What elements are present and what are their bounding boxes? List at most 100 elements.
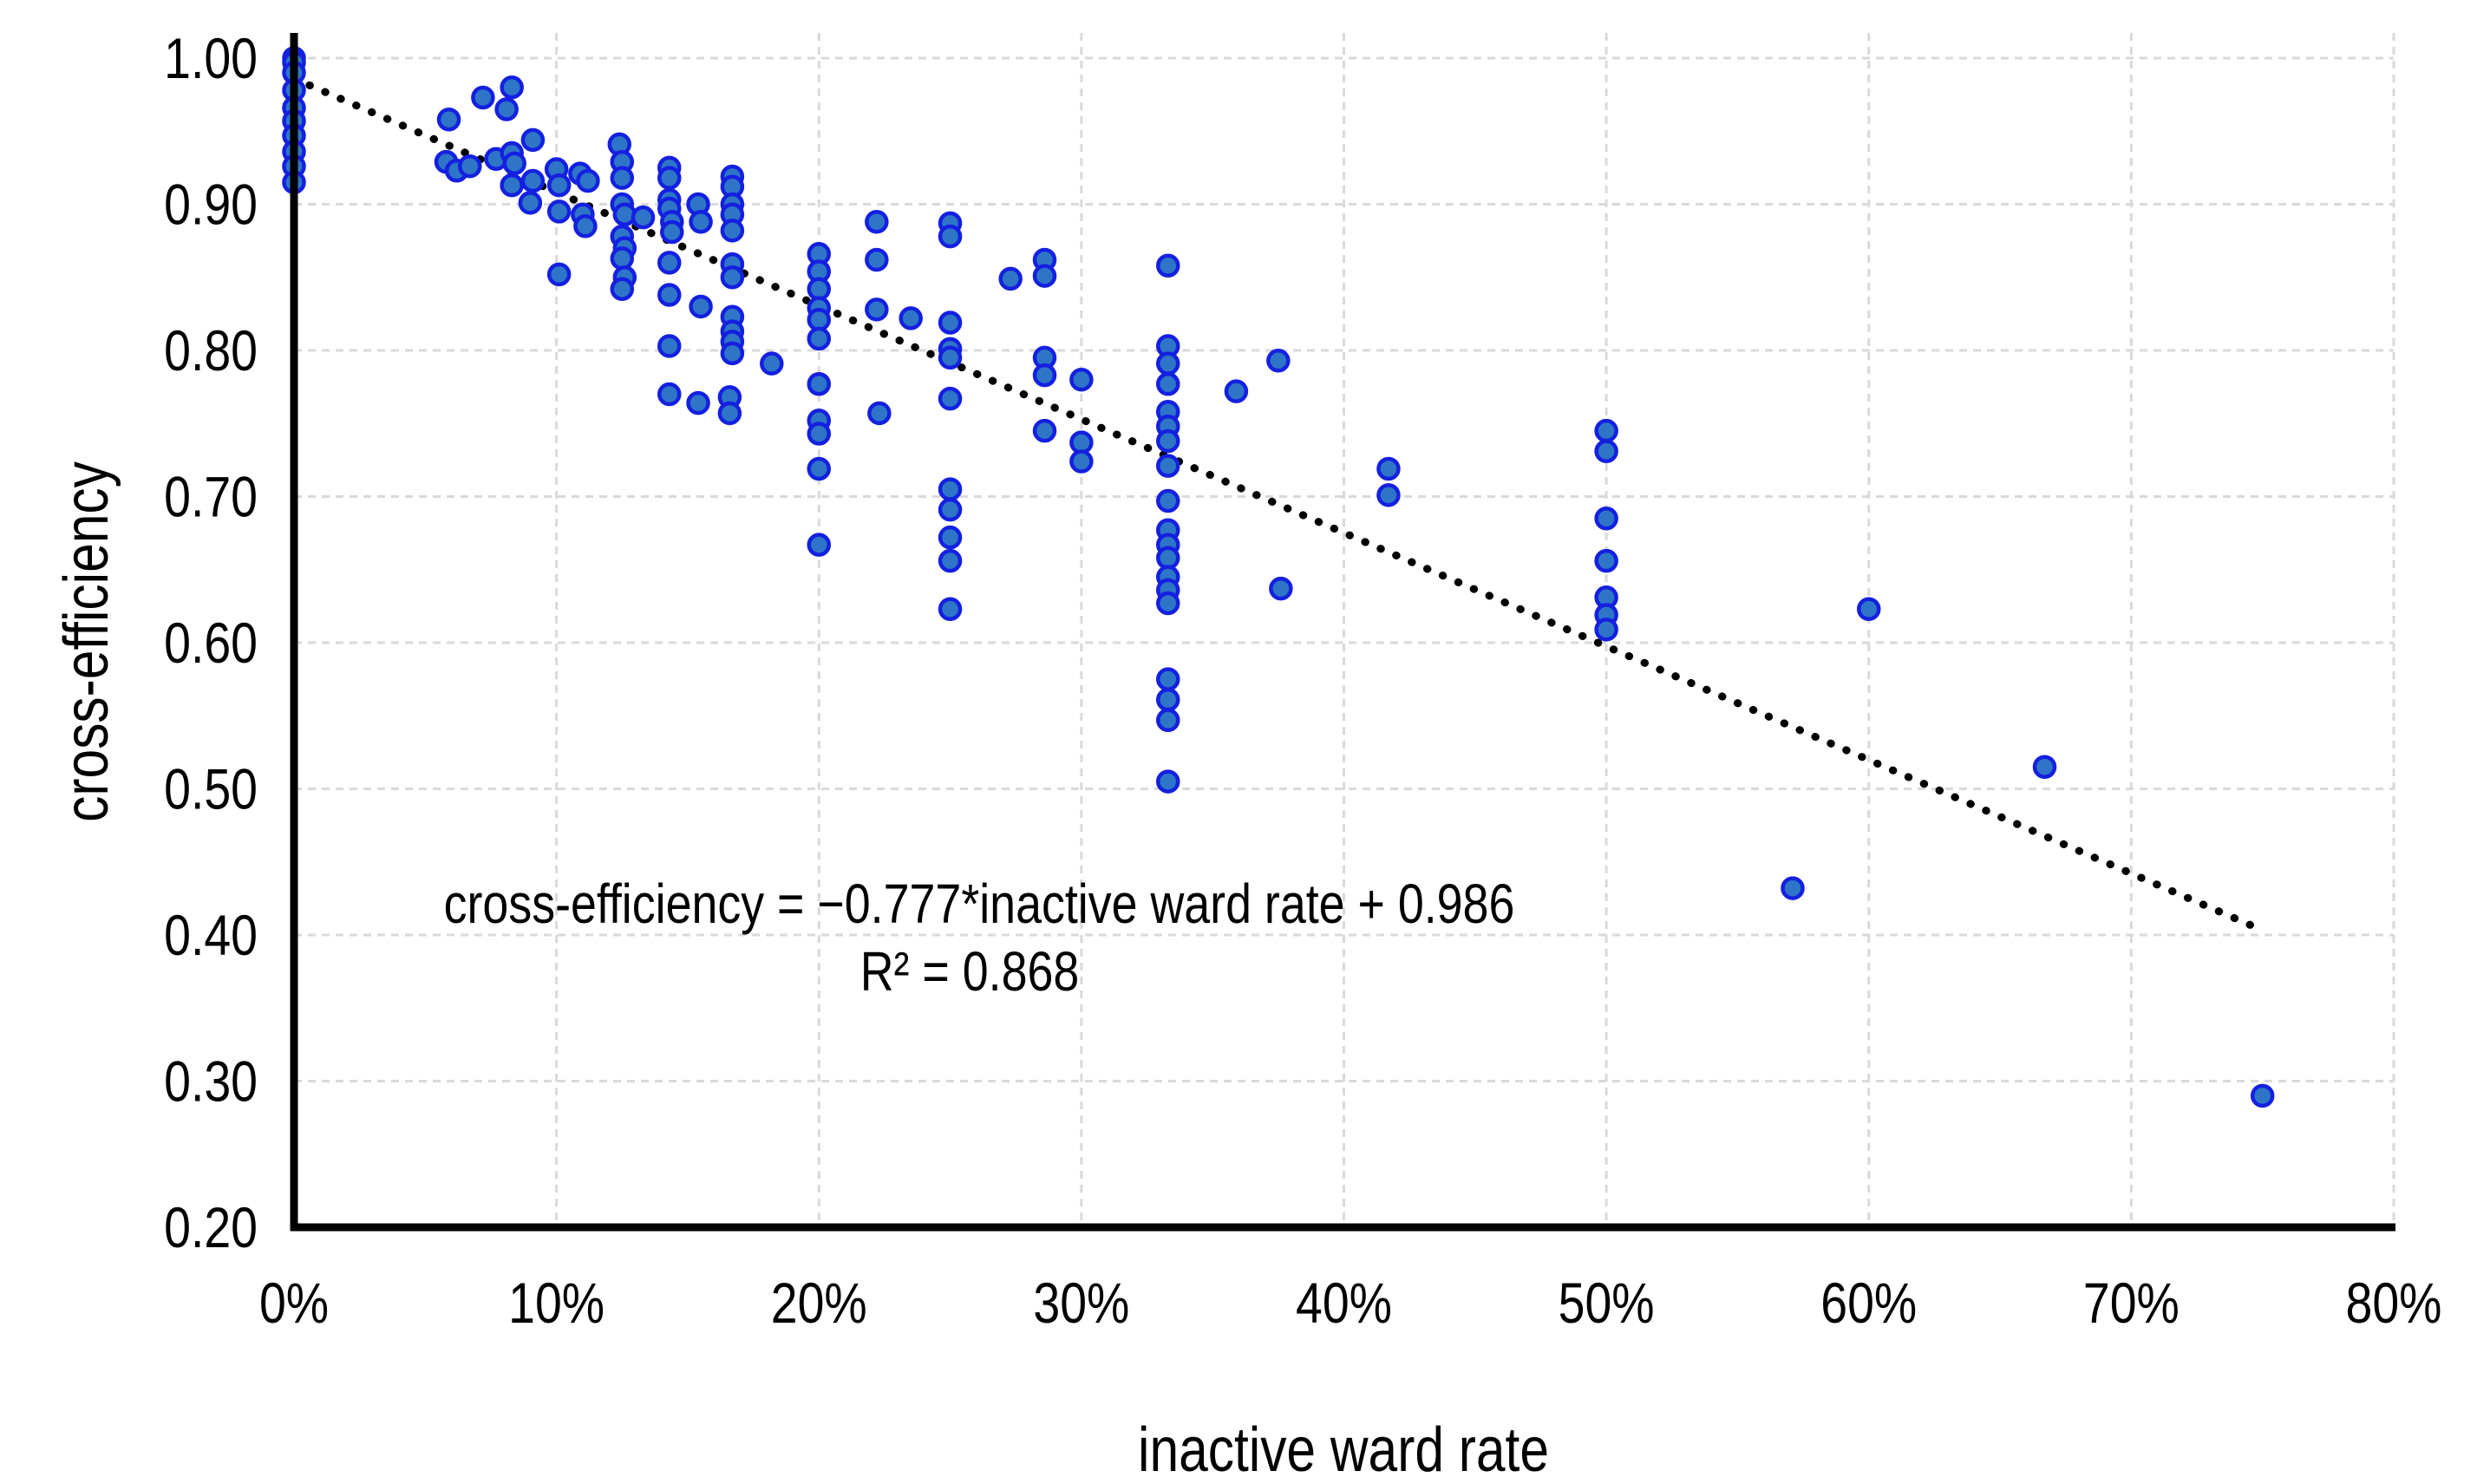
data-point: [1155, 667, 1180, 691]
data-point: [1155, 769, 1180, 794]
data-point: [938, 597, 963, 621]
data-point: [500, 173, 524, 198]
data-point: [1594, 507, 1618, 531]
data-point: [494, 97, 519, 121]
data-point: [720, 265, 745, 290]
data-point: [1376, 456, 1401, 481]
x-tick-label: 60%: [1820, 1272, 1917, 1336]
data-point: [938, 525, 963, 550]
data-point: [1032, 418, 1057, 443]
x-tick-label: 30%: [1033, 1272, 1129, 1336]
data-point: [865, 297, 889, 322]
data-point: [720, 341, 745, 366]
data-point: [938, 548, 963, 573]
data-point: [1069, 449, 1094, 474]
data-point: [865, 209, 889, 234]
data-point: [865, 247, 889, 272]
data-point: [1224, 379, 1249, 403]
data-point: [1266, 349, 1291, 373]
data-point: [1069, 367, 1094, 392]
data-point: [657, 283, 682, 307]
y-tick-label: 0.50: [164, 757, 258, 821]
x-tick-label: 50%: [1559, 1272, 1655, 1336]
x-tick-label: 80%: [2346, 1272, 2442, 1336]
data-point: [660, 219, 684, 245]
data-point: [610, 246, 635, 271]
data-point: [938, 386, 963, 411]
data-point: [1069, 430, 1094, 454]
x-axis-title: inactive ward rate: [1138, 1415, 1549, 1484]
data-point: [689, 209, 713, 234]
y-tick-label: 0.80: [164, 319, 258, 383]
x-tick-label: 40%: [1296, 1272, 1392, 1336]
x-tick-label: 70%: [2083, 1272, 2180, 1336]
data-point: [899, 306, 923, 330]
data-point: [471, 85, 495, 110]
data-point: [1155, 372, 1180, 396]
x-tick-label: 20%: [771, 1272, 867, 1336]
data-point: [1376, 483, 1401, 507]
data-point: [1155, 546, 1180, 571]
data-point: [689, 294, 713, 319]
trendline-r2-label: R² = 0.868: [859, 940, 1080, 1003]
data-point: [807, 372, 831, 396]
data-point: [807, 533, 831, 557]
data-point: [938, 477, 963, 501]
data-point: [546, 199, 572, 224]
data-point: [2250, 1083, 2275, 1108]
data-point: [1269, 576, 1293, 601]
data-point: [657, 382, 682, 407]
data-point: [576, 168, 600, 193]
data-point: [1594, 548, 1618, 573]
data-point: [1781, 876, 1805, 900]
data-point: [807, 307, 831, 332]
data-point: [546, 262, 572, 287]
data-point: [760, 351, 784, 376]
data-point: [458, 154, 482, 179]
data-point: [1032, 363, 1057, 388]
data-point: [1594, 418, 1618, 443]
x-tick-label: 0%: [259, 1272, 329, 1336]
data-point: [807, 456, 831, 481]
data-point: [720, 219, 745, 243]
data-point: [1857, 597, 1881, 621]
x-tick-label: 10%: [508, 1272, 605, 1336]
data-point: [807, 277, 831, 301]
y-tick-label: 0.20: [164, 1196, 258, 1260]
data-point: [807, 422, 831, 446]
y-axis-title: cross-efficiency: [52, 461, 121, 822]
data-point: [657, 334, 682, 358]
data-point: [520, 127, 546, 153]
y-tick-label: 0.70: [164, 465, 258, 529]
data-point: [1155, 454, 1180, 478]
data-point: [657, 251, 682, 275]
data-point: [1594, 618, 1618, 642]
data-point: [610, 277, 635, 301]
data-point: [436, 108, 461, 132]
y-tick-label: 0.60: [164, 611, 258, 676]
data-point: [1155, 428, 1180, 454]
data-point: [2032, 755, 2057, 779]
data-point: [502, 151, 526, 176]
data-point: [520, 168, 546, 193]
data-point: [938, 497, 963, 522]
data-point: [1594, 439, 1618, 464]
y-tick-label: 0.90: [164, 173, 258, 237]
data-point: [610, 166, 635, 190]
data-point: [657, 166, 682, 190]
y-tick-label: 1.00: [164, 27, 258, 91]
data-point: [573, 214, 598, 239]
data-point: [1155, 708, 1180, 733]
data-point: [717, 401, 742, 426]
data-point: [1032, 264, 1057, 288]
data-point: [867, 401, 892, 426]
data-point: [500, 75, 524, 100]
trendline-equation-label: cross-efficiency = −0.777*inactive ward …: [443, 873, 1515, 935]
data-point: [686, 390, 710, 415]
data-point: [1155, 687, 1180, 712]
data-point: [631, 205, 656, 230]
data-point: [1155, 591, 1180, 616]
data-point: [938, 224, 963, 249]
